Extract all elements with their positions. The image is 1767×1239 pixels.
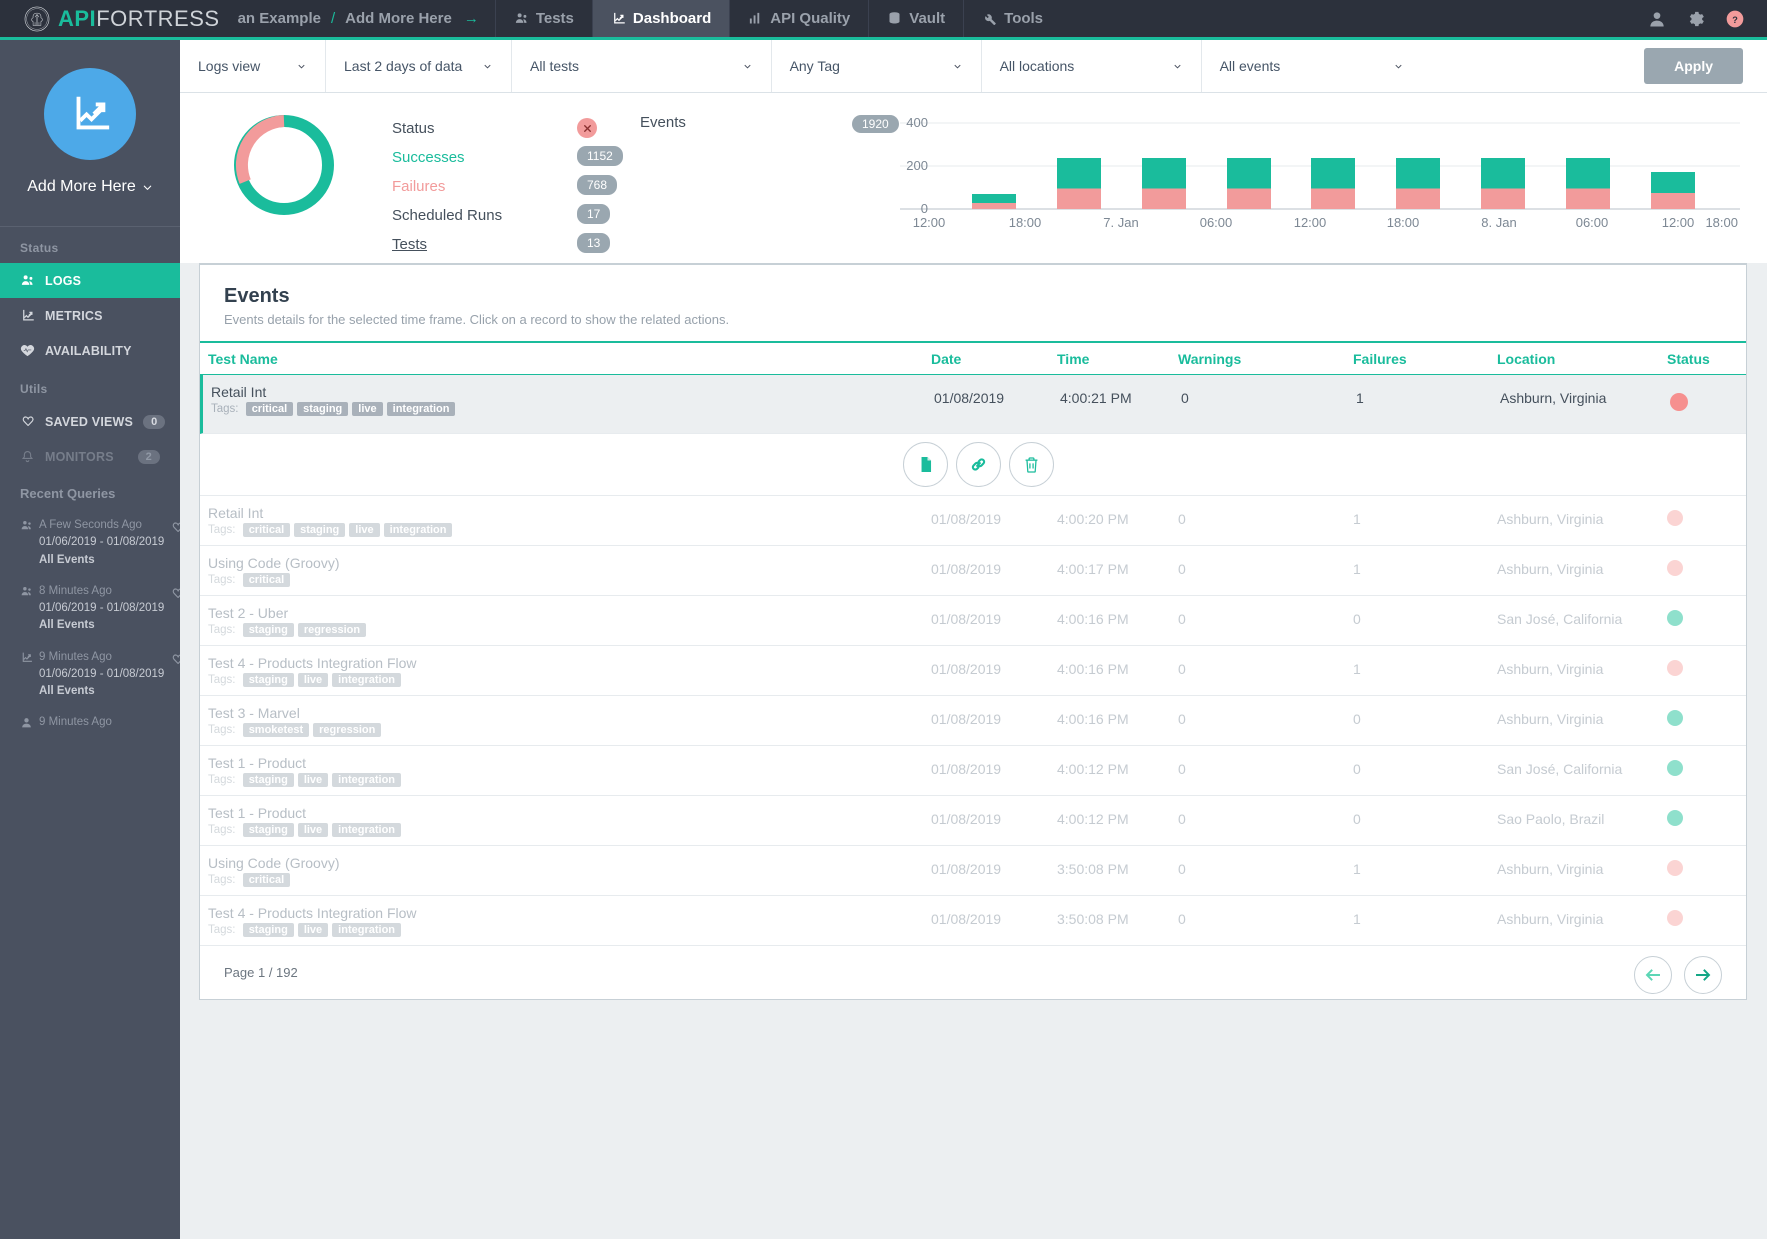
svg-text:8. Jan: 8. Jan bbox=[1481, 215, 1516, 230]
svg-text:200: 200 bbox=[906, 158, 928, 173]
svg-text:18:00: 18:00 bbox=[1387, 215, 1420, 230]
svg-text:12:00: 12:00 bbox=[913, 215, 946, 230]
svg-text:18:00: 18:00 bbox=[1009, 215, 1042, 230]
svg-text:06:00: 06:00 bbox=[1576, 215, 1609, 230]
svg-text:06:00: 06:00 bbox=[1200, 215, 1233, 230]
svg-text:?: ? bbox=[1732, 14, 1738, 24]
svg-text:12:00: 12:00 bbox=[1662, 215, 1695, 230]
svg-text:400: 400 bbox=[906, 115, 928, 130]
svg-text:18:00: 18:00 bbox=[1705, 215, 1738, 230]
svg-text:0: 0 bbox=[921, 201, 928, 216]
svg-text:7. Jan: 7. Jan bbox=[1103, 215, 1138, 230]
svg-text:12:00: 12:00 bbox=[1294, 215, 1327, 230]
